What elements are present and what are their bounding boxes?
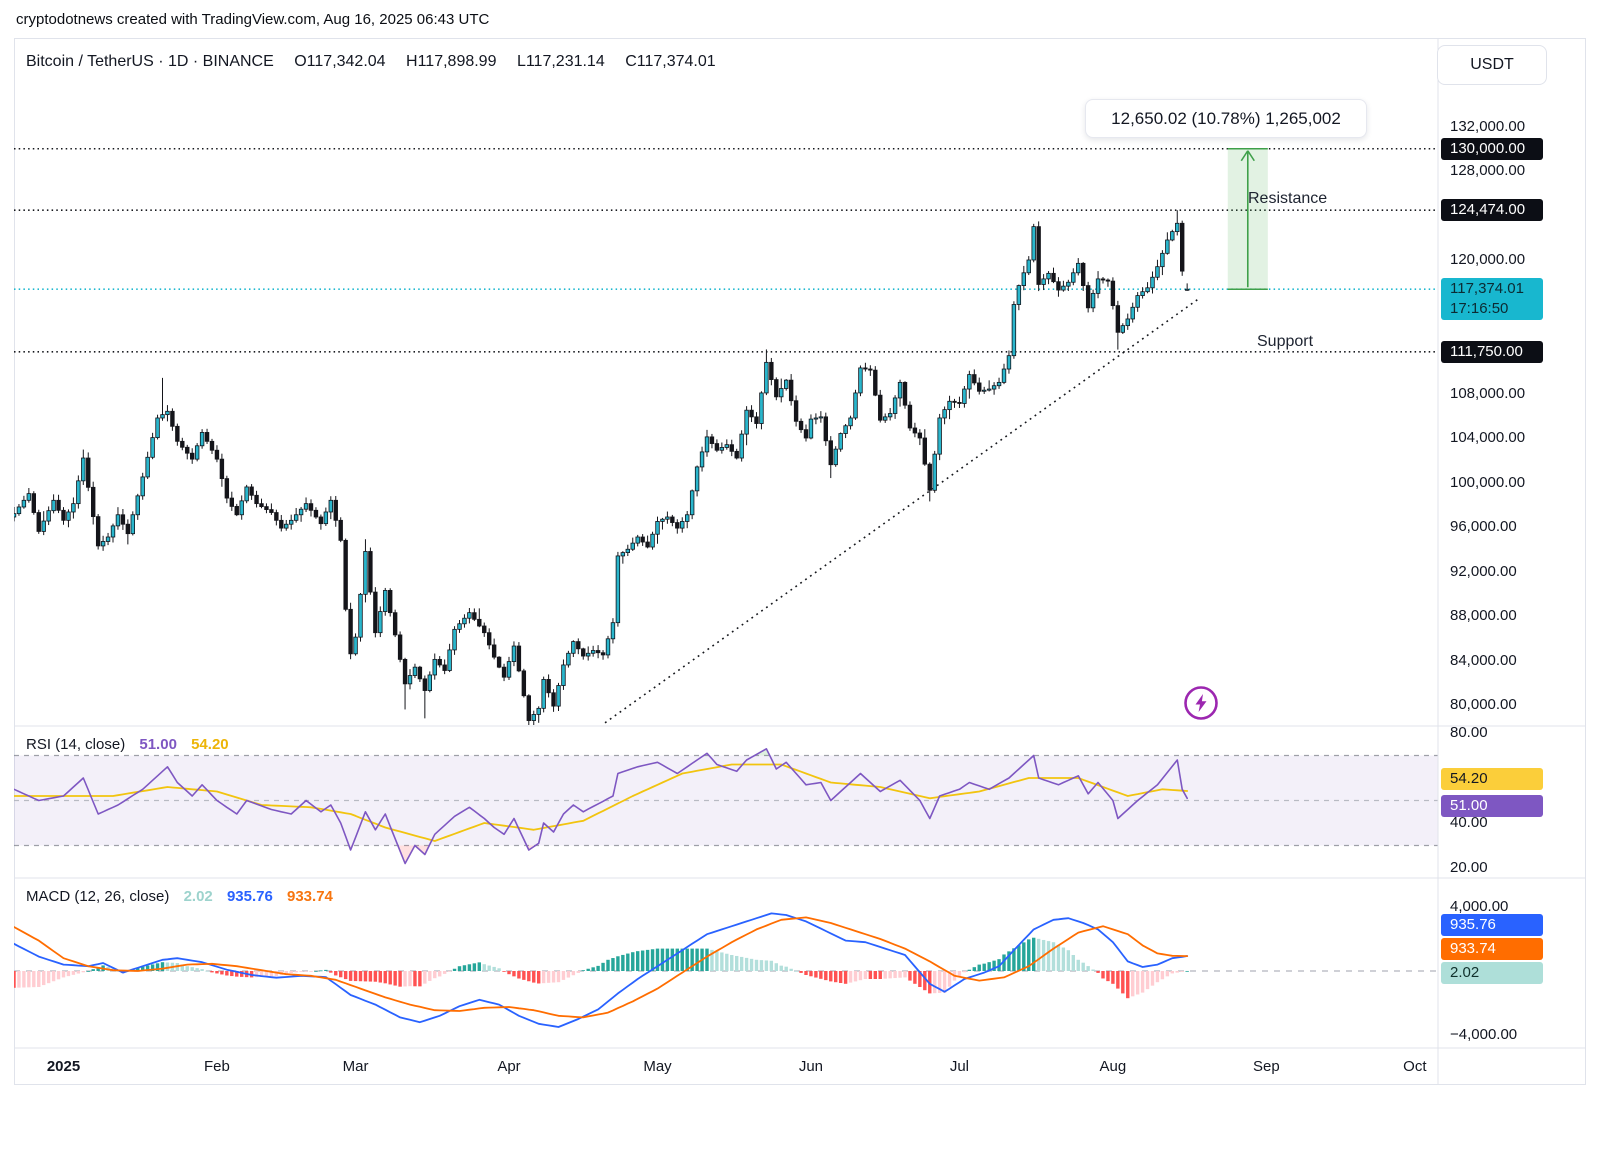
price-tick-label: 100,000.00: [1450, 473, 1526, 491]
rsi-price-label: 51.00: [1441, 795, 1543, 818]
month-label-2025: 2025: [46, 1058, 81, 1075]
measure-tooltip: 12,650.02 (10.78%) 1,265,002: [1085, 99, 1367, 138]
rsi-ma-value: 54.20: [191, 736, 229, 753]
month-label-Sep: Sep: [1252, 1058, 1280, 1075]
price-tick-label: 92,000.00: [1450, 562, 1517, 580]
price-tick-label: 120,000.00: [1450, 251, 1526, 268]
macd-signal-price-label: 933.74: [1441, 938, 1543, 960]
price-pane: [14, 147, 1438, 725]
rsi-pane: [14, 747, 1438, 865]
price-tick-label: 80,000.00: [1450, 696, 1517, 713]
level-price-label-support: 111,750.00: [1441, 340, 1543, 363]
month-label-Aug: Aug: [1099, 1058, 1127, 1075]
currency-toggle-button[interactable]: USDT: [1437, 45, 1547, 85]
price-tick-label: 96,000.00: [1450, 518, 1517, 535]
month-label-Feb: Feb: [204, 1058, 230, 1075]
support-label: Support: [1257, 333, 1314, 350]
candlestick-series: [14, 210, 1190, 725]
rsi-tick-label: 80.00: [1450, 724, 1488, 741]
rsi-legend-title[interactable]: RSI (14, close): [26, 736, 126, 753]
macd-hist-price-label: 2.02: [1441, 962, 1543, 984]
price-tick-label: 108,000.00: [1450, 384, 1526, 402]
ohlc-high: H117,898.99: [406, 53, 497, 70]
macd-line-price-label: 935.76: [1441, 914, 1543, 936]
symbol-legend: Bitcoin / TetherUS · 1D · BINANCE O117,3…: [26, 53, 732, 71]
month-label-Apr: Apr: [497, 1058, 521, 1075]
rsi-ma-price-label: 54.20: [1441, 768, 1543, 791]
month-label-Jun: Jun: [798, 1058, 824, 1075]
price-tick-label: 132,000.00: [1450, 117, 1526, 135]
price-tick-label: 128,000.00: [1450, 162, 1526, 179]
symbol-title[interactable]: Bitcoin / TetherUS · 1D · BINANCE: [26, 53, 274, 70]
price-tick-label: 84,000.00: [1450, 651, 1517, 669]
macd-line-value: 935.76: [226, 888, 273, 905]
ohlc-open: O117,342.04: [294, 53, 386, 70]
price-tick-label: 104,000.00: [1450, 429, 1526, 446]
lightning-icon: [1184, 686, 1218, 720]
rsi-tick-label: 20.00: [1450, 859, 1488, 876]
rsi-tick-label: 40.00: [1450, 814, 1488, 831]
attribution-text: cryptodotnews created with TradingView.c…: [16, 11, 490, 28]
macd-tick-label: 4,000.00: [1450, 898, 1509, 915]
rsi-value: 51.00: [139, 736, 177, 753]
price-tick-label: 88,000.00: [1450, 607, 1517, 624]
resistance-label: Resistance: [1248, 190, 1328, 207]
month-label-Oct: Oct: [1403, 1058, 1427, 1075]
month-label-May: May: [643, 1058, 672, 1075]
footer: TradingView: [0, 1085, 1600, 1175]
level-price-label-resistance: 124,474.00: [1441, 199, 1543, 222]
macd-pane: [14, 912, 1438, 1028]
rsi-legend: RSI (14, close) 51.00 54.20: [26, 736, 229, 753]
month-label-Mar: Mar: [342, 1058, 369, 1075]
chart-card: [14, 38, 1586, 1085]
macd-tick-label: −4,000.00: [1450, 1026, 1518, 1043]
lightning-button[interactable]: [1182, 684, 1220, 722]
macd-signal-value: 933.74: [287, 888, 333, 905]
measure-drawing[interactable]: [1227, 148, 1268, 290]
month-label-Jul: Jul: [949, 1058, 970, 1075]
macd-hist-value: 2.02: [183, 888, 213, 905]
macd-legend: MACD (12, 26, close) 2.02 935.76 933.74: [26, 888, 333, 905]
ohlc-close: C117,374.01: [625, 53, 716, 70]
level-price-label-target: 130,000.00: [1441, 137, 1543, 160]
macd-legend-title[interactable]: MACD (12, 26, close): [26, 888, 170, 905]
last-price-label: 117,374.01 17:16:50: [1441, 278, 1543, 321]
ohlc-low: L117,231.14: [516, 53, 605, 70]
countdown-label: 17:16:50: [1450, 300, 1509, 318]
